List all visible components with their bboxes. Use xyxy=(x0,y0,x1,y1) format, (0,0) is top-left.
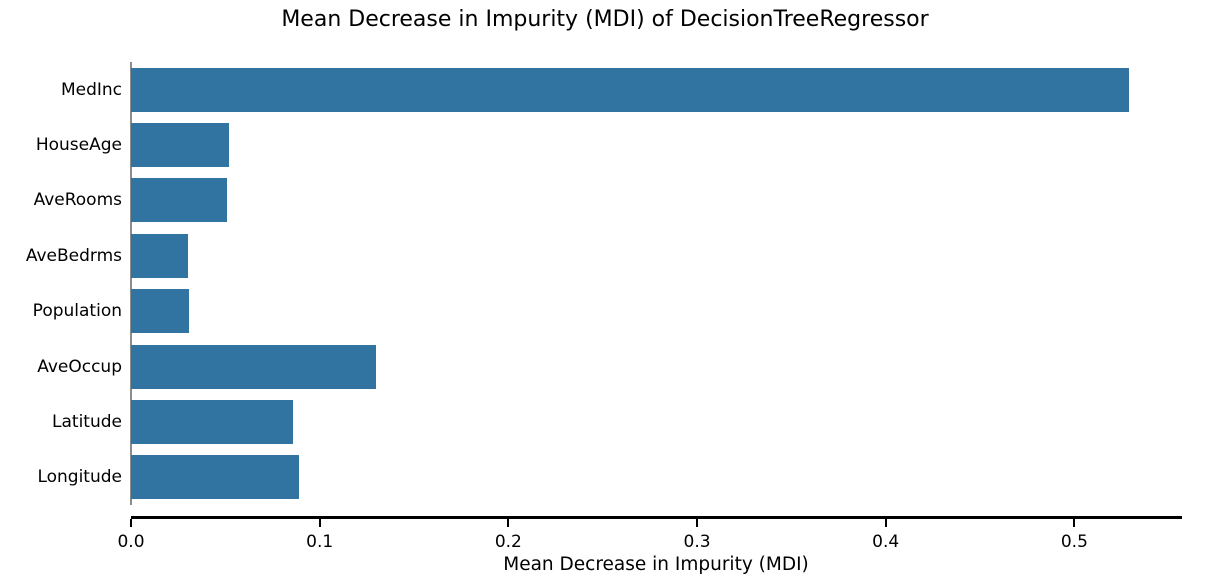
x-tick-mark xyxy=(884,519,887,527)
bar xyxy=(131,399,294,444)
x-tick-label: 0.3 xyxy=(683,532,711,552)
y-tick-label: Latitude xyxy=(52,411,122,432)
x-tick-label: 0.0 xyxy=(117,532,145,552)
y-tick-label: AveBedrms xyxy=(25,245,122,266)
y-tick-label: AveOccup xyxy=(37,356,122,377)
x-tick-mark xyxy=(318,519,321,527)
chart-title: Mean Decrease in Impurity (MDI) of Decis… xyxy=(281,7,929,32)
y-tick-label: AveRooms xyxy=(33,190,122,211)
x-axis-spine xyxy=(131,516,1182,519)
x-tick-mark xyxy=(696,519,699,527)
x-tick-label: 0.4 xyxy=(872,532,900,552)
bar xyxy=(131,344,377,389)
bar xyxy=(131,123,230,168)
x-axis-label: Mean Decrease in Impurity (MDI) xyxy=(503,554,809,575)
y-tick-label: Longitude xyxy=(37,467,122,488)
x-tick-mark xyxy=(507,519,510,527)
x-tick-label: 0.2 xyxy=(494,532,522,552)
bar xyxy=(131,289,190,334)
x-tick-mark xyxy=(130,519,132,527)
y-tick-label: MedInc xyxy=(60,79,122,100)
bar xyxy=(131,233,188,278)
bar xyxy=(131,67,1130,112)
x-tick-label: 0.1 xyxy=(306,532,334,552)
bar xyxy=(131,178,228,223)
x-tick-label: 0.5 xyxy=(1060,532,1088,552)
left-axis-spine xyxy=(130,62,132,505)
x-axis-ticks: 0.0 0.1 0.2 0.3 0.4 0.5 xyxy=(117,516,1181,576)
y-tick-label: Population xyxy=(32,301,122,322)
bar xyxy=(131,455,299,500)
y-tick-label: HouseAge xyxy=(35,135,122,156)
x-tick-mark xyxy=(1073,519,1076,527)
y-axis-labels: MedInc HouseAge AveRooms AveBedrms Populatio… xyxy=(0,62,122,505)
plot-area xyxy=(130,62,1181,505)
